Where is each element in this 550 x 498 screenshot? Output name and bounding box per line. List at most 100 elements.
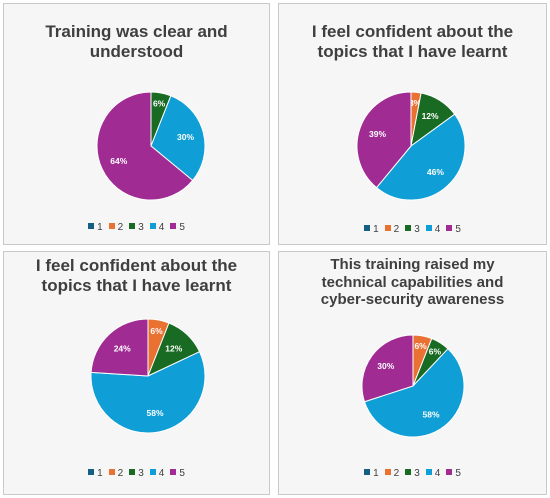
pie-data-label-4: 58% xyxy=(422,409,439,419)
pie-slice-5 xyxy=(361,334,414,403)
legend-swatch xyxy=(170,469,177,475)
pie-data-label-5: 64% xyxy=(110,156,127,166)
chart-panel-confident-1: I feel confident about the topics that I… xyxy=(278,3,547,245)
legend-entry-3: 3 xyxy=(405,468,420,479)
pie-chart: 0%6%6%58%30% xyxy=(361,334,465,438)
legend-entry-5: 5 xyxy=(170,468,185,479)
legend-swatch xyxy=(170,223,177,229)
pie-data-label-5: 24% xyxy=(114,344,131,354)
legend-label: 2 xyxy=(117,468,124,479)
pie-data-label-4: 46% xyxy=(427,167,444,177)
legend-entry-4: 4 xyxy=(425,468,441,479)
pie-data-label-5: 30% xyxy=(377,361,394,371)
chart-title: I feel confident about the topics that I… xyxy=(311,22,514,62)
legend-label: 1 xyxy=(373,224,379,235)
pie-data-label-2: 6% xyxy=(150,326,163,336)
pie-data-label-3: 12% xyxy=(165,344,182,354)
pie-data-label-3: 12% xyxy=(422,111,439,121)
legend-label: 4 xyxy=(158,222,165,233)
legend-entry-2: 2 xyxy=(108,468,124,479)
pie-data-label-2: 3% xyxy=(409,98,422,108)
legend-entry-1: 1 xyxy=(364,468,379,479)
legend-swatch xyxy=(425,225,432,231)
chart-title: Training was clear and understood xyxy=(45,22,228,62)
pie-slice-5 xyxy=(90,318,149,377)
legend-label: 5 xyxy=(455,468,461,479)
chart-legend: 1 2 3 4 5 xyxy=(279,468,546,479)
legend-label: 2 xyxy=(117,222,124,233)
legend-label: 5 xyxy=(179,222,185,233)
legend-entry-3: 3 xyxy=(405,224,420,235)
legend-label: 1 xyxy=(97,468,103,479)
legend-swatch xyxy=(129,223,136,229)
legend-entry-3: 3 xyxy=(129,468,144,479)
chart-panel-cyber-awareness: This training raised my technical capabi… xyxy=(278,251,547,495)
legend-label: 2 xyxy=(393,224,400,235)
legend-swatch xyxy=(446,469,453,475)
pie-data-label-4: 30% xyxy=(177,132,194,142)
legend-label: 4 xyxy=(434,224,441,235)
pie-chart: 6% 30% 64% xyxy=(96,91,206,201)
legend-label: 4 xyxy=(158,468,165,479)
pie-data-label-3: 6% xyxy=(153,99,166,109)
pie-chart: 0%6%12%58%24% xyxy=(90,318,206,434)
pie-chart: 3%12% 46% 39% xyxy=(356,91,466,201)
legend-swatch xyxy=(108,469,115,475)
legend-swatch xyxy=(405,225,412,231)
pie-data-label-3: 6% xyxy=(429,347,442,357)
pie-slice-5 xyxy=(356,91,412,189)
legend-label: 4 xyxy=(434,468,441,479)
legend-swatch xyxy=(88,223,95,229)
legend-label: 1 xyxy=(97,222,103,233)
pie-slice-4 xyxy=(375,113,466,201)
pie-slice-4 xyxy=(150,95,206,182)
legend-label: 3 xyxy=(138,468,144,479)
chart-legend: 1 2 3 4 5 xyxy=(279,224,546,235)
chart-legend: 1 2 3 4 5 xyxy=(4,222,269,233)
legend-swatch xyxy=(425,469,432,475)
pie-data-label-2: 6% xyxy=(414,341,427,351)
legend-swatch xyxy=(364,225,371,231)
legend-entry-5: 5 xyxy=(446,224,461,235)
legend-entry-1: 1 xyxy=(364,224,379,235)
legend-swatch xyxy=(129,469,136,475)
legend-entry-5: 5 xyxy=(446,468,461,479)
chart-panel-training-clear: Training was clear and understood 6% 30% 6… xyxy=(3,3,270,245)
chart-panel-confident-2: I feel confident about the topics that I… xyxy=(3,251,270,495)
legend-label: 1 xyxy=(373,468,379,479)
legend-label: 3 xyxy=(138,222,144,233)
legend-entry-1: 1 xyxy=(88,468,103,479)
legend-swatch xyxy=(446,225,453,231)
legend-entry-2: 2 xyxy=(384,224,400,235)
legend-swatch xyxy=(149,469,156,475)
legend-swatch xyxy=(384,469,391,475)
pie-data-label-4: 58% xyxy=(146,408,163,418)
legend-swatch xyxy=(88,469,95,475)
chart-title: This training raised my technical capabi… xyxy=(320,256,505,309)
legend-swatch xyxy=(405,469,412,475)
chart-legend: 1 2 3 4 5 xyxy=(4,468,269,479)
chart-title: I feel confident about the topics that I… xyxy=(35,256,238,296)
legend-swatch xyxy=(364,469,371,475)
legend-swatch xyxy=(108,223,115,229)
legend-swatch xyxy=(149,223,156,229)
legend-label: 3 xyxy=(414,224,420,235)
legend-label: 3 xyxy=(414,468,420,479)
legend-entry-5: 5 xyxy=(170,222,185,233)
pie-slice-5 xyxy=(96,91,194,201)
legend-entry-4: 4 xyxy=(425,224,441,235)
pie-data-label-5: 39% xyxy=(369,129,386,139)
legend-entry-1: 1 xyxy=(88,222,103,233)
legend-swatch xyxy=(384,225,391,231)
legend-label: 5 xyxy=(179,468,185,479)
legend-entry-4: 4 xyxy=(149,222,165,233)
legend-label: 5 xyxy=(455,224,461,235)
legend-entry-2: 2 xyxy=(384,468,400,479)
legend-entry-2: 2 xyxy=(108,222,124,233)
pie-slice-4 xyxy=(363,348,465,438)
legend-entry-4: 4 xyxy=(149,468,165,479)
legend-label: 2 xyxy=(393,468,400,479)
pie-slice-4 xyxy=(90,351,206,434)
legend-entry-3: 3 xyxy=(129,222,144,233)
